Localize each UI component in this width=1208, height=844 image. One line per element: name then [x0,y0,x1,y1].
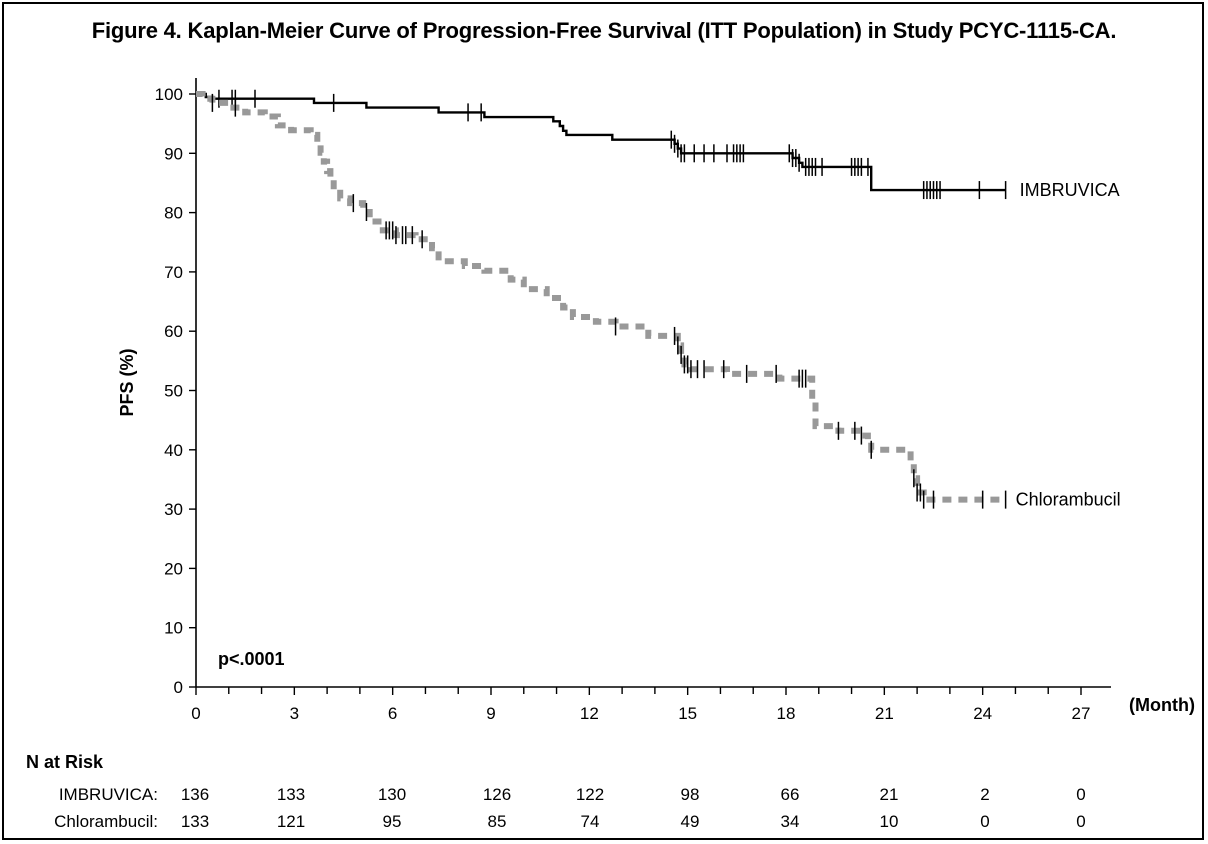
x-tick-label-6: 6 [388,704,397,723]
n-at-risk-value: 21 [880,785,899,804]
x-tick-label-9: 9 [486,704,495,723]
x-tick-label-3: 3 [290,704,299,723]
x-tick-label-12: 12 [580,704,599,723]
chlorambucil-curve [196,91,1006,503]
n-at-risk-value: 2 [980,785,989,804]
y-tick-label-30: 30 [164,500,183,519]
x-tick-label-18: 18 [777,704,796,723]
n-at-risk-value: 136 [181,785,209,804]
labels-layer: IMBRUVICA Chlorambucil p<.0001 [218,180,1121,669]
n-at-risk-value: 10 [880,812,899,831]
n-at-risk-value: 0 [1076,785,1085,804]
x-tick-label-21: 21 [875,704,894,723]
y-tick-label-60: 60 [164,322,183,341]
n-at-risk-value: 121 [277,812,305,831]
n-at-risk-row-label: Chlorambucil: [54,812,158,831]
n-at-risk-value: 98 [681,785,700,804]
n-at-risk-value: 126 [483,785,511,804]
y-tick-label-80: 80 [164,204,183,223]
n-at-risk-value: 130 [378,785,406,804]
n-at-risk-value: 0 [980,812,989,831]
n-at-risk-value: 0 [1076,812,1085,831]
series-layer [196,89,1007,509]
n-at-risk-value: 95 [383,812,402,831]
y-tick-label-90: 90 [164,144,183,163]
y-tick-label-70: 70 [164,263,183,282]
n-at-risk-row-label: IMBRUVICA: [59,785,158,804]
n-at-risk-value: 66 [781,785,800,804]
y-tick-label-20: 20 [164,559,183,578]
p-value-annotation: p<.0001 [218,649,285,669]
y-tick-label-100: 100 [155,85,183,104]
imbruvica-curve [196,92,1006,192]
n-at-risk-value: 85 [488,812,507,831]
y-tick-label-0: 0 [174,678,183,697]
chart-title: Figure 4. Kaplan-Meier Curve of Progress… [91,18,1117,43]
axes: 0 10 20 30 40 50 60 70 80 90 100 0 3 6 9 12 15 18 21 24 27 (M… [117,78,1195,723]
series-label-chlorambucil: Chlorambucil [1016,490,1121,510]
y-axis-title: PFS (%) [117,348,137,416]
n-at-risk-value: 74 [581,812,600,831]
x-tick-label-24: 24 [973,704,992,723]
x-tick-label-0: 0 [191,704,200,723]
n-at-risk-value: 133 [277,785,305,804]
n-at-risk-value: 34 [781,812,800,831]
y-tick-label-40: 40 [164,441,183,460]
n-at-risk-value: 122 [576,785,604,804]
n-at-risk-value: 133 [181,812,209,831]
y-tick-label-10: 10 [164,619,183,638]
n-at-risk-value: 49 [681,812,700,831]
x-axis-title: (Month) [1129,695,1195,715]
n-at-risk-header: N at Risk [26,752,104,772]
x-tick-label-15: 15 [678,704,697,723]
y-tick-label-50: 50 [164,382,183,401]
x-tick-label-27: 27 [1072,704,1091,723]
series-label-imbruvica: IMBRUVICA [1020,180,1120,200]
